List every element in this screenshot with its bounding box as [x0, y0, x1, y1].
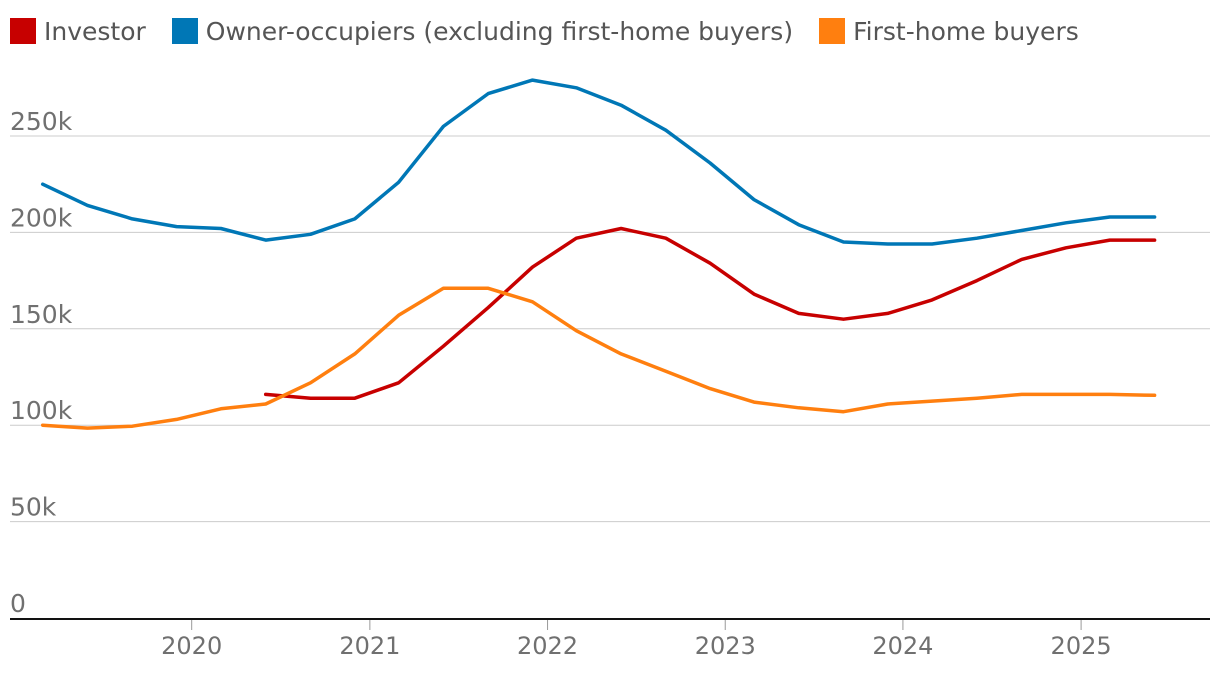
series-lines	[40, 78, 1157, 430]
x-tick-label: 2022	[517, 632, 578, 660]
x-tick-label: 2024	[872, 632, 933, 660]
x-tick-label: 2020	[161, 632, 222, 660]
legend-item-first-home-buyers: First-home buyers	[819, 17, 1079, 46]
y-tick-label: 100k	[10, 396, 73, 425]
chart-legend: Investor Owner-occupiers (excluding firs…	[10, 14, 1105, 48]
legend-item-investor: Investor	[10, 17, 146, 46]
x-tick-label: 2023	[695, 632, 756, 660]
y-tick-label: 0	[10, 589, 26, 618]
y-axis-labels: 0 50k 100k 150k 200k 250k	[10, 107, 73, 618]
legend-label-owner-occupiers: Owner-occupiers (excluding first-home bu…	[205, 16, 794, 46]
y-tick-label: 150k	[10, 300, 73, 329]
legend-label-first-home-buyers: First-home buyers	[853, 16, 1079, 46]
y-tick-label: 200k	[10, 203, 73, 232]
series-line-first-home-buyers	[40, 286, 1157, 430]
legend-label-investor: Investor	[44, 16, 146, 46]
y-tick-label: 50k	[10, 493, 57, 522]
x-axis: 2020 2021 2022 2023 2024 2025	[161, 620, 1112, 660]
gridlines	[10, 135, 1210, 620]
legend-swatch-owner-occupiers	[171, 18, 198, 44]
series-line-investor	[263, 226, 1157, 400]
x-tick-label: 2025	[1051, 632, 1112, 660]
series-line-owner-occupiers-excluding-first-home-buyers	[40, 78, 1157, 246]
y-tick-label: 250k	[10, 107, 73, 136]
legend-item-owner-occupiers: Owner-occupiers (excluding first-home bu…	[171, 16, 794, 46]
x-tick-label: 2021	[339, 632, 400, 660]
legend-swatch-investor	[10, 18, 36, 44]
legend-swatch-first-home-buyers	[819, 18, 846, 44]
